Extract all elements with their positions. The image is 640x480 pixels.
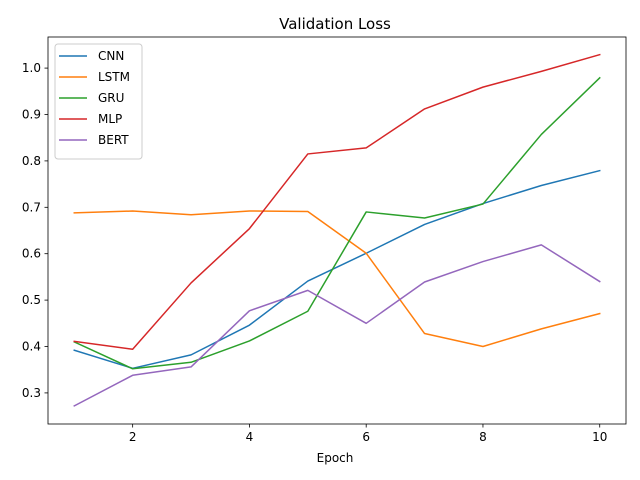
- y-tick-label: 0.4: [22, 340, 41, 354]
- legend-label-gru: GRU: [98, 91, 124, 105]
- x-tick-label: 4: [246, 430, 254, 444]
- legend: CNN LSTM GRU MLP BERT: [54, 43, 143, 160]
- x-tick-label: 6: [362, 430, 370, 444]
- y-tick-label: 0.8: [22, 154, 41, 168]
- y-tick-label: 0.6: [22, 247, 41, 261]
- legend-box: [54, 43, 143, 160]
- axes: 2 4 6 8 10 0.3 0.4 0.5 0.6 0.7 0.8 0.9 1.0: [22, 36, 627, 444]
- chart-title: Validation Loss: [279, 15, 391, 33]
- y-tick-label: 0.9: [22, 107, 41, 121]
- series-line-gru: [73, 76, 601, 370]
- series-line-mlp: [73, 53, 601, 351]
- y-tick-label: 0.7: [22, 200, 41, 214]
- y-tick-label: 1.0: [22, 61, 41, 75]
- plot-frame: [47, 36, 627, 425]
- y-tick-label: 0.3: [22, 386, 41, 400]
- legend-label-cnn: CNN: [98, 49, 124, 63]
- series-line-bert: [73, 244, 601, 407]
- series-line-lstm: [73, 210, 601, 348]
- x-tick-label: 8: [479, 430, 487, 444]
- y-tick-label: 0.5: [22, 293, 41, 307]
- legend-label-lstm: LSTM: [98, 70, 130, 84]
- x-tick-label: 2: [129, 430, 137, 444]
- series-line-cnn: [73, 169, 601, 370]
- series-layer: [73, 53, 601, 407]
- x-axis-label: Epoch: [317, 451, 354, 465]
- legend-label-mlp: MLP: [98, 112, 122, 126]
- x-tick-label: 10: [592, 430, 607, 444]
- legend-label-bert: BERT: [98, 133, 129, 147]
